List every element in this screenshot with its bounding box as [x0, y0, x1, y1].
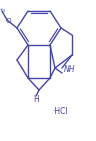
Text: O: O — [5, 18, 11, 24]
Text: NH: NH — [64, 66, 75, 74]
Text: H: H — [33, 95, 39, 104]
Text: CH₃: CH₃ — [0, 7, 6, 13]
Text: ·HCl: ·HCl — [52, 107, 68, 116]
